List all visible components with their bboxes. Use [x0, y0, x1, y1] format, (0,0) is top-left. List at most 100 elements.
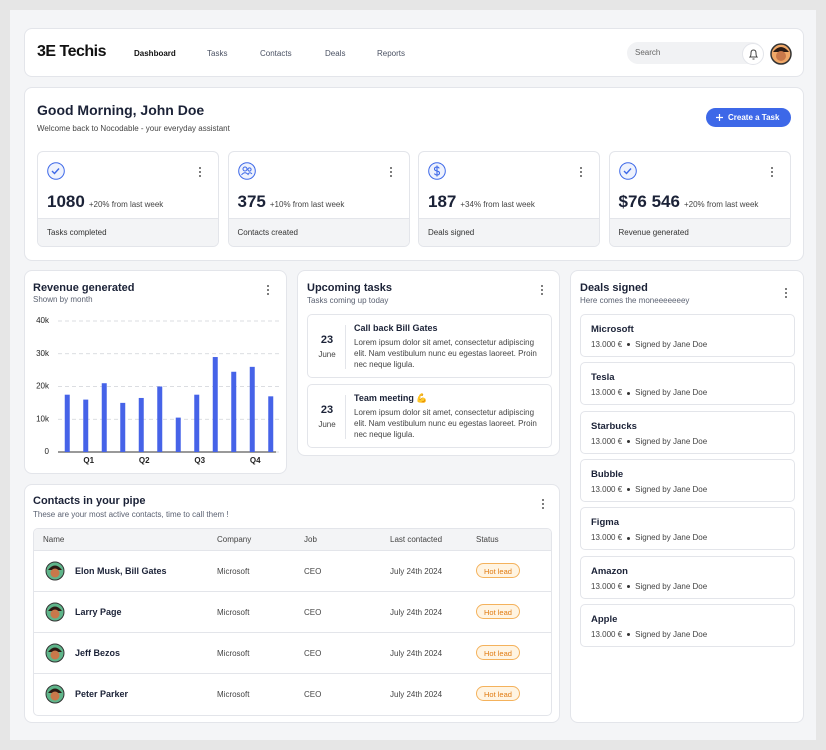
table-row[interactable]: Larry Page Microsoft CEO July 24th 2024 Hot …	[34, 592, 551, 633]
create-task-button[interactable]: Create a Task	[706, 108, 791, 127]
table-cell: July 24th 2024	[390, 608, 443, 617]
tasks-subtitle: Tasks coming up today	[307, 296, 389, 305]
dot	[580, 175, 582, 177]
more-menu[interactable]	[199, 167, 202, 178]
avatar-face	[50, 650, 60, 660]
deal-signed: Signed by Jane Doe	[635, 533, 708, 543]
stat-footer: Tasks completed	[38, 218, 218, 246]
more-menu[interactable]	[542, 499, 545, 510]
dot	[267, 285, 269, 287]
deal-item[interactable]: Tesla 13.000 € Signed by Jane Doe	[580, 362, 795, 406]
dot	[389, 171, 392, 173]
nav-link[interactable]: Dashboard	[134, 49, 176, 58]
stat-row: $76 546 +20% from last week	[619, 192, 759, 212]
dot	[785, 296, 787, 298]
dot	[542, 499, 544, 501]
stat-row: 187 +34% from last week	[428, 192, 535, 212]
avatar-face	[50, 568, 60, 578]
more-menu[interactable]	[541, 285, 544, 296]
y-tick-label: 0	[45, 447, 50, 456]
greeting-subtitle: Welcome back to Nocodable - your everyda…	[37, 124, 230, 133]
contact-avatar	[45, 561, 65, 581]
bar	[157, 386, 163, 452]
chart-subtitle: Shown by month	[33, 295, 93, 304]
contacts-subtitle: These are your most active contacts, tim…	[33, 510, 229, 519]
nav-link[interactable]: Contacts	[260, 49, 292, 58]
more-menu[interactable]	[389, 167, 393, 178]
x-tick-label: Q3	[194, 456, 205, 465]
dot	[580, 171, 582, 173]
stat-footer: Contacts created	[228, 218, 409, 246]
stat-label: Deals signed	[428, 228, 475, 237]
deal-company: Starbucks	[591, 420, 637, 432]
nav-link[interactable]: Reports	[377, 49, 406, 58]
task-item[interactable]: 23 June Call back Bill Gates Lorem ipsum do…	[307, 314, 552, 378]
dot	[389, 175, 392, 177]
y-tick-label: 10k	[36, 414, 50, 423]
deal-item[interactable]: Bubble 13.000 € Signed by Jane Doe	[580, 458, 795, 502]
deals-card: Deals signed Here comes the moneeeeeeey …	[570, 270, 804, 723]
column-header: Last contacted	[390, 535, 443, 544]
nav-link[interactable]: Tasks	[207, 49, 228, 58]
deals-subtitle: Here comes the moneeeeeeey	[580, 296, 690, 305]
more-menu[interactable]	[785, 288, 788, 299]
more-menu[interactable]	[770, 167, 774, 178]
stat-icon	[47, 162, 65, 180]
deal-signed: Signed by Jane Doe	[635, 581, 708, 591]
deal-meta: 13.000 € Signed by Jane Doe	[591, 582, 707, 591]
deal-item[interactable]: Microsoft 13.000 € Signed by Jane Doe	[580, 314, 795, 357]
deal-signed: Signed by Jane Doe	[635, 629, 708, 639]
table-header: Name Company Job Last contacted Status	[34, 529, 551, 551]
dot	[541, 289, 543, 291]
deal-item[interactable]: Amazon 13.000 € Signed by Jane Doe	[580, 555, 795, 599]
dot	[770, 175, 773, 177]
deal-signed: Signed by Jane Doe	[635, 340, 708, 349]
dot	[541, 293, 543, 295]
stat-value: 375	[237, 192, 266, 211]
deal-item[interactable]: Apple 13.000 € Signed by Jane Doe	[580, 603, 795, 647]
table-row[interactable]: Jeff Bezos Microsoft CEO July 24th 2024 Hot …	[34, 633, 551, 674]
y-tick-label: 40k	[36, 316, 50, 325]
table-row[interactable]: Peter Parker Microsoft CEO July 24th 2024 Ho…	[34, 674, 551, 715]
table-cell: CEO	[304, 608, 322, 617]
contact-name: Elon Musk, Bill Gates	[75, 566, 167, 576]
nav-link[interactable]: Deals	[325, 49, 346, 58]
stat-value: 1080	[47, 192, 85, 211]
contacts-card: Contacts in your pipe These are your mos…	[24, 484, 560, 723]
stat-footer: Deals signed	[419, 218, 599, 246]
revenue-chart: Revenue generated Shown by month 0 10k 20k…	[33, 282, 280, 465]
task-item[interactable]: 23 June Team meeting 💪 Lorem ipsum dolor si…	[307, 384, 552, 448]
more-menu[interactable]	[267, 285, 270, 296]
deal-company: Figma	[591, 517, 619, 529]
contact-name: Peter Parker	[75, 689, 129, 699]
bar	[268, 396, 274, 452]
column-header: Company	[217, 535, 252, 544]
table-cell: Microsoft	[217, 608, 250, 617]
dot	[542, 507, 544, 509]
status-pill: Hot lead	[476, 686, 520, 701]
stat-card: 1080 +20% from last week Tasks completed	[37, 151, 219, 247]
stat-change: +20% from last week	[88, 200, 164, 209]
task-divider	[345, 395, 346, 439]
stat-card: $76 546 +20% from last week Revenue genera…	[608, 151, 791, 247]
avatar-hair	[48, 688, 62, 693]
dot	[267, 289, 269, 291]
dot	[580, 167, 582, 169]
table-row[interactable]: Elon Musk, Bill Gates Microsoft CEO July 24…	[34, 551, 551, 592]
avatar-face	[50, 609, 60, 619]
contact-name: Jeff Bezos	[75, 648, 121, 658]
greeting-title: Good Morning, John Doe	[37, 102, 205, 118]
plus-icon	[716, 114, 723, 121]
deal-meta: 13.000 € Signed by Jane Doe	[591, 340, 707, 349]
more-menu[interactable]	[580, 167, 583, 178]
task-day: 23	[320, 404, 334, 416]
icon-glyph	[623, 168, 632, 175]
deal-item[interactable]: Figma 13.000 € Signed by Jane Doe	[580, 507, 795, 551]
button-label: Create a Task	[728, 113, 780, 122]
deal-item[interactable]: Starbucks 13.000 € Signed by Jane Doe	[580, 410, 795, 454]
contacts-title: Contacts in your pipe	[33, 495, 146, 507]
dot	[785, 288, 787, 290]
user-avatar[interactable]	[770, 43, 792, 65]
notification-button[interactable]	[742, 43, 764, 65]
deal-company: Microsoft	[591, 324, 634, 335]
